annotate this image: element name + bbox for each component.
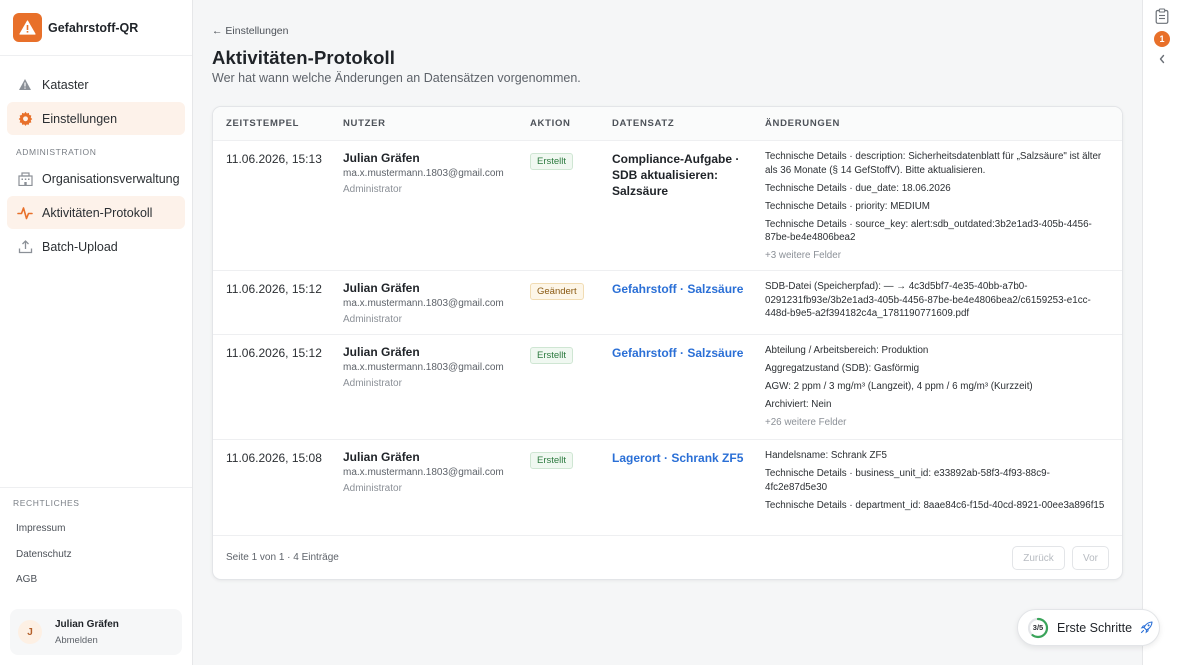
row-user-email: ma.x.mustermann.1803@gmail.com <box>343 298 504 309</box>
row-user-name: Julian Gräfen <box>343 151 420 165</box>
impressum-link[interactable]: Impressum <box>16 523 66 535</box>
upload-icon <box>17 239 33 255</box>
column-header-aenderungen[interactable]: ÄNDERUNGEN <box>765 118 841 129</box>
legal-section-label: RECHTLICHES <box>13 498 80 508</box>
sidebar-item-einstellungen[interactable]: Einstellungen <box>7 102 185 135</box>
more-fields[interactable]: +26 weitere Felder <box>765 417 847 428</box>
row-user-role: Administrator <box>343 314 402 325</box>
warning-triangle-icon <box>13 13 42 42</box>
change-line: AGW: 2 ppm / 3 mg/m³ (Langzeit), 4 ppm /… <box>765 381 1033 392</box>
row-timestamp: 11.06.2026, 15:12 <box>226 346 322 360</box>
status-badge: Erstellt <box>530 347 574 364</box>
change-line: Aggregatzustand (SDB): Gasförmig <box>765 363 920 374</box>
change-line: SDB-Datei (Speicherpfad): — → 4c3d5bf7-4… <box>765 281 1091 319</box>
status-badge: Erstellt <box>530 153 574 170</box>
warning-triangle-icon <box>17 77 33 93</box>
user-box: J Julian Gräfen Abmelden <box>10 609 182 655</box>
table-row[interactable]: 11.06.2026, 15:12 Julian Gräfen ma.x.mus… <box>213 271 1122 335</box>
sidebar-item-aktivitaeten-protokoll[interactable]: Aktivitäten-Protokoll <box>7 196 185 229</box>
sidebar-item-label: Batch-Upload <box>42 239 118 254</box>
row-user-name: Julian Gräfen <box>343 450 420 464</box>
sidebar-item-label: Organisationsverwaltung <box>42 171 180 186</box>
row-timestamp: 11.06.2026, 15:13 <box>226 152 322 166</box>
row-user-role: Administrator <box>343 483 402 494</box>
logout-link[interactable]: Abmelden <box>55 634 98 646</box>
sidebar-item-organisationsverwaltung[interactable]: Organisationsverwaltung <box>7 162 185 195</box>
row-timestamp: 11.06.2026, 15:08 <box>226 451 322 465</box>
row-user-email: ma.x.mustermann.1803@gmail.com <box>343 362 504 373</box>
next-page-button[interactable]: Vor <box>1072 546 1109 570</box>
table-row[interactable]: 11.06.2026, 15:12 Julian Gräfen ma.x.mus… <box>213 335 1122 440</box>
column-header-datensatz[interactable]: DATENSATZ <box>612 118 675 129</box>
legal-section: RECHTLICHES Impressum Datenschutz AGB <box>0 487 192 593</box>
row-record-link[interactable]: Gefahrstoff · Salzsäure <box>612 282 744 296</box>
datenschutz-link[interactable]: Datenschutz <box>16 548 72 560</box>
row-record-link[interactable]: Lagerort · Schrank ZF5 <box>612 451 744 465</box>
column-header-nutzer[interactable]: NUTZER <box>343 118 386 129</box>
change-line: Technische Details · description: Sicher… <box>765 151 1102 176</box>
status-badge: Erstellt <box>530 452 574 469</box>
change-line: Technische Details · due_date: 18.06.202… <box>765 182 951 194</box>
avatar: J <box>18 620 42 644</box>
change-line: Handelsname: Schrank ZF5 <box>765 450 887 461</box>
gear-icon <box>17 111 33 127</box>
onboarding-label: Erste Schritte <box>1057 620 1133 635</box>
user-name: Julian Gräfen <box>55 618 119 630</box>
clipboard-icon[interactable] <box>1155 8 1169 24</box>
admin-nav: Organisationsverwaltung Aktivitäten-Prot… <box>0 162 192 263</box>
main-content: ← Einstellungen Aktivitäten-Protokoll We… <box>193 0 1142 665</box>
column-header-aktion[interactable]: AKTION <box>530 118 571 129</box>
row-user-role: Administrator <box>343 378 402 389</box>
notification-badge[interactable]: 1 <box>1154 31 1170 47</box>
pagination: Seite 1 von 1 · 4 Einträge Zurück Vor <box>213 536 1122 579</box>
row-record: Compliance-Aufgabe · SDB aktualisieren: … <box>612 152 740 198</box>
row-timestamp: 11.06.2026, 15:12 <box>226 282 322 296</box>
row-user-email: ma.x.mustermann.1803@gmail.com <box>343 168 504 179</box>
admin-section-label: ADMINISTRATION <box>16 147 97 157</box>
pagination-info: Seite 1 von 1 · 4 Einträge <box>226 552 339 563</box>
row-user-email: ma.x.mustermann.1803@gmail.com <box>343 467 504 478</box>
chevron-left-icon[interactable] <box>1156 52 1168 66</box>
right-rail: 1 <box>1142 0 1180 665</box>
table-row[interactable]: 11.06.2026, 15:13 Julian Gräfen ma.x.mus… <box>213 141 1122 271</box>
page-subtitle: Wer hat wann welche Änderungen an Datens… <box>212 71 581 85</box>
table-row[interactable]: 11.06.2026, 15:08 Julian Gräfen ma.x.mus… <box>213 440 1122 536</box>
change-line: Technische Details · source_key: alert:s… <box>765 218 1092 244</box>
main-nav: Kataster Einstellungen <box>0 56 192 135</box>
progress-ring: 3/5 <box>1027 617 1049 639</box>
row-user-name: Julian Gräfen <box>343 345 420 359</box>
prev-page-button[interactable]: Zurück <box>1012 546 1065 570</box>
page-title: Aktivitäten-Protokoll <box>212 47 396 68</box>
sidebar-item-label: Einstellungen <box>42 111 118 126</box>
agb-link[interactable]: AGB <box>16 574 38 586</box>
brand[interactable]: Gefahrstoff-QR <box>0 0 192 56</box>
table-header: ZEITSTEMPEL NUTZER AKTION DATENSATZ ÄNDE… <box>213 107 1122 141</box>
status-badge: Geändert <box>530 283 584 300</box>
onboarding-button[interactable]: 3/5 Erste Schritte <box>1017 609 1160 646</box>
progress-label: 3/5 <box>1032 623 1044 632</box>
rocket-icon <box>1140 621 1153 634</box>
back-link[interactable]: ← Einstellungen <box>212 25 289 37</box>
sidebar-item-kataster[interactable]: Kataster <box>7 68 185 101</box>
change-line: Technische Details · business_unit_id: e… <box>765 468 1050 493</box>
more-fields[interactable]: +3 weitere Felder <box>765 250 841 261</box>
activity-table: ZEITSTEMPEL NUTZER AKTION DATENSATZ ÄNDE… <box>212 106 1123 580</box>
row-record-link[interactable]: Gefahrstoff · Salzsäure <box>612 346 744 360</box>
sidebar-item-batch-upload[interactable]: Batch-Upload <box>7 230 185 263</box>
sidebar: Gefahrstoff-QR Kataster Einstellungen AD… <box>0 0 193 665</box>
activity-icon <box>17 205 33 221</box>
change-line: Abteilung / Arbeitsbereich: Produktion <box>765 345 929 356</box>
sidebar-item-label: Kataster <box>42 77 89 92</box>
building-icon <box>17 171 33 187</box>
change-line: Archiviert: Nein <box>765 399 832 410</box>
row-user-role: Administrator <box>343 184 402 195</box>
sidebar-item-label: Aktivitäten-Protokoll <box>42 205 153 220</box>
change-line: Technische Details · department_id: 8aae… <box>765 499 1105 511</box>
row-user-name: Julian Gräfen <box>343 281 420 295</box>
column-header-zeitstempel[interactable]: ZEITSTEMPEL <box>226 118 300 129</box>
change-line: Technische Details · priority: MEDIUM <box>765 200 930 212</box>
app-title: Gefahrstoff-QR <box>48 20 139 35</box>
